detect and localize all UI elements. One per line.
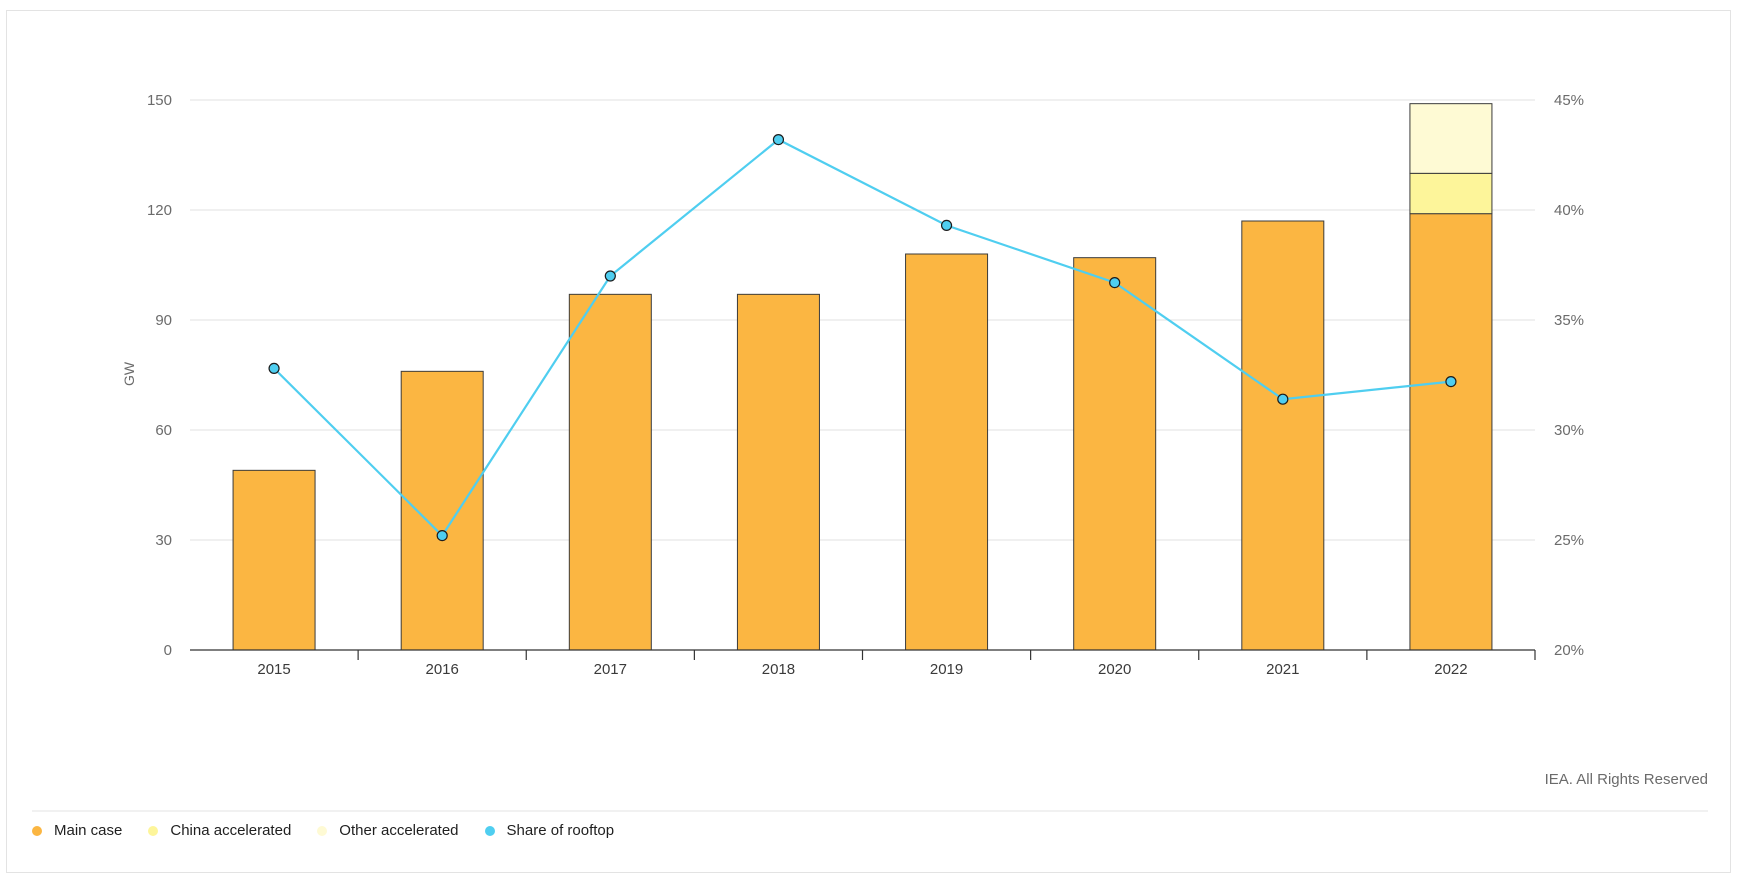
bar-main-case — [1241, 220, 1325, 651]
share-of-rooftop-point — [268, 362, 280, 374]
x-tick-label: 2018 — [762, 661, 795, 678]
legend-label: Share of rooftop — [506, 822, 615, 839]
y2-tick-label: 35% — [1554, 312, 1584, 329]
x-tick-label: 2015 — [257, 661, 290, 678]
credit-text: IEA. All Rights Reserved — [1545, 771, 1708, 788]
y-tick-label: 150 — [147, 92, 172, 109]
x-axis-ticks: 2015 2016 2017 2018 2019 2020 2021 2022 — [257, 661, 1467, 678]
y2-tick-label: 45% — [1554, 92, 1584, 109]
y-tick-label: 90 — [155, 312, 172, 329]
legend-dot-icon — [148, 825, 159, 836]
legend-label: Main case — [54, 822, 123, 839]
share-of-rooftop-point — [604, 270, 616, 282]
x-tick-label: 2016 — [426, 661, 459, 678]
y2-axis-ticks: 20% 25% 30% 35% 40% 45% — [1554, 92, 1584, 659]
x-tick-label: 2021 — [1266, 661, 1299, 678]
bar-main-case — [905, 253, 989, 651]
y2-tick-label: 40% — [1554, 202, 1584, 219]
legend: Main case China accelerated Other accelera… — [32, 822, 640, 839]
grid-lines — [190, 99, 1535, 541]
share-of-rooftop-point — [940, 219, 953, 231]
share-of-rooftop-point — [1109, 277, 1121, 289]
x-tick-label: 2019 — [930, 661, 963, 678]
y2-tick-label: 20% — [1554, 642, 1584, 659]
share-of-rooftop-point — [436, 529, 448, 542]
legend-label: China accelerated — [170, 822, 292, 839]
bar-other-accelerated — [1409, 103, 1493, 174]
x-axis — [190, 649, 1536, 660]
y-tick-label: 60 — [155, 422, 172, 439]
y-tick-label: 30 — [155, 532, 172, 549]
y2-tick-label: 25% — [1554, 532, 1584, 549]
legend-dot-icon — [32, 825, 42, 836]
share-of-rooftop-line — [273, 138, 1452, 538]
x-tick-label: 2017 — [594, 661, 627, 678]
share-line — [268, 134, 1457, 542]
bar-main-case — [568, 293, 652, 651]
bar-main-case — [232, 469, 316, 651]
legend-dot-icon — [484, 825, 495, 836]
bar-main-case — [1409, 213, 1493, 651]
bar-main-case — [400, 370, 484, 651]
legend-item-other-accelerated[interactable]: Other accelerated — [317, 822, 459, 839]
legend-label: Other accelerated — [339, 822, 459, 839]
bar-main-case — [736, 293, 820, 651]
x-tick-label: 2020 — [1098, 661, 1131, 678]
legend-item-share-of-rooftop[interactable]: Share of rooftop — [484, 822, 615, 839]
share-of-rooftop-point — [772, 134, 785, 146]
share-of-rooftop-point — [1445, 376, 1457, 388]
legend-dot-icon — [317, 825, 328, 836]
bar-china-accelerated — [1409, 172, 1493, 215]
bars — [232, 103, 1493, 651]
y-tick-label: 0 — [164, 642, 172, 659]
y2-tick-label: 30% — [1554, 422, 1584, 439]
legend-item-main-case[interactable]: Main case — [32, 822, 122, 839]
y-axis-ticks: 0 30 60 90 120 150 — [147, 92, 172, 659]
x-tick-label: 2022 — [1434, 661, 1467, 678]
legend-item-china-accelerated[interactable]: China accelerated — [148, 822, 291, 839]
bar-main-case — [1073, 257, 1157, 651]
y-axis-title: GW — [121, 361, 137, 386]
share-of-rooftop-point — [1277, 393, 1289, 405]
y-tick-label: 120 — [147, 202, 172, 219]
